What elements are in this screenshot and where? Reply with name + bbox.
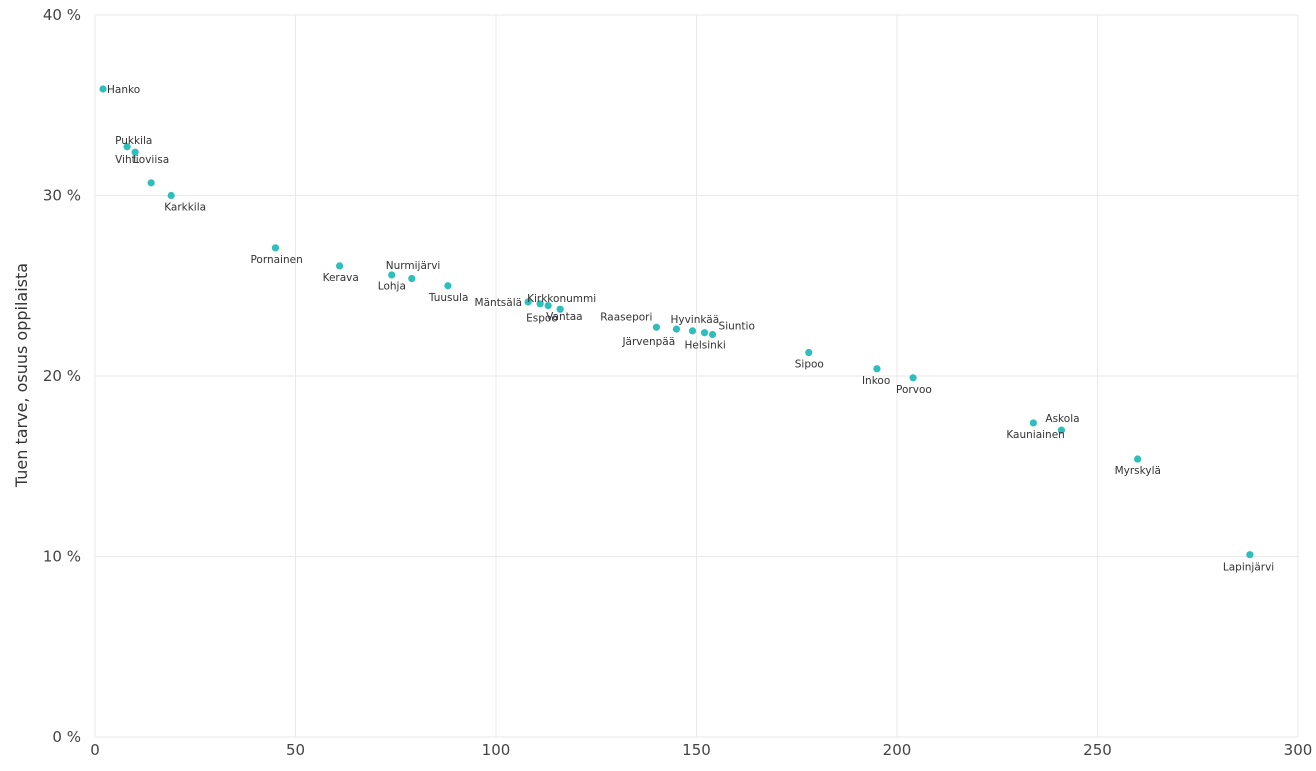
x-axis: 0 50 100 150 200 250 300 — [90, 741, 1312, 759]
data-point — [556, 305, 564, 313]
data-point — [271, 244, 280, 252]
data-label: Pukkila — [115, 135, 152, 147]
data-label: Kerava — [323, 272, 359, 284]
data-label: Lohja — [378, 281, 406, 293]
data-label: Hanko — [107, 84, 140, 96]
data-label: Kauniainen — [1006, 429, 1064, 441]
data-label: Tuusula — [428, 292, 469, 304]
data-point — [408, 274, 416, 283]
data-label: Hyvinkää — [670, 314, 719, 326]
data-point — [388, 271, 396, 279]
data-point — [672, 325, 681, 333]
data-point — [909, 374, 917, 382]
data-label: Siuntio — [719, 320, 755, 332]
data-label: Myrskylä — [1115, 465, 1161, 477]
data-label: Nurmijärvi — [386, 260, 441, 272]
data-label: Karkkila — [164, 202, 206, 214]
data-label: Askola — [1045, 413, 1079, 425]
data-point — [1134, 455, 1142, 463]
x-tick-label: 50 — [286, 741, 305, 759]
data-label: Järvenpää — [621, 336, 675, 348]
data-point — [688, 327, 697, 335]
data-point — [652, 323, 661, 331]
data-point — [147, 179, 155, 187]
data-point — [99, 85, 107, 93]
x-tick-label: 0 — [90, 741, 100, 759]
data-label: Pornainen — [250, 254, 302, 266]
data-point — [1029, 419, 1037, 427]
data-label: Helsinki — [685, 340, 726, 352]
y-tick-label: 30 % — [43, 187, 81, 205]
x-tick-label: 100 — [482, 741, 511, 759]
data-label: Raasepori — [600, 311, 652, 323]
y-axis-label: Tuen tarve, osuus oppilaista — [12, 263, 31, 488]
x-tick-label: 300 — [1284, 741, 1313, 759]
gridlines — [94, 14, 1299, 738]
y-tick-label: 0 % — [52, 728, 81, 746]
data-point — [536, 300, 544, 308]
data-point — [131, 148, 139, 156]
data-point — [123, 143, 131, 151]
y-axis: 0 % 10 % 20 % 30 % 40 % — [43, 6, 81, 746]
data-point — [708, 330, 717, 339]
data-label: Vantaa — [546, 311, 582, 323]
data-point — [336, 262, 344, 270]
data-point — [1246, 551, 1254, 559]
x-tick-label: 200 — [883, 741, 912, 759]
data-label: Sipoo — [795, 359, 824, 371]
data-point — [1057, 426, 1066, 434]
data-label: Vihti — [115, 154, 139, 166]
y-tick-label: 10 % — [43, 548, 81, 566]
data-label: Inkoo — [862, 375, 890, 387]
data-label: Espoo — [526, 313, 558, 325]
data-point — [444, 282, 452, 290]
data-label: Porvoo — [896, 384, 932, 396]
data-point — [524, 298, 532, 306]
data-label: Lapinjärvi — [1223, 562, 1274, 574]
data-point — [873, 365, 881, 373]
x-tick-label: 250 — [1083, 741, 1112, 759]
x-tick-label: 150 — [682, 741, 711, 759]
data-point — [544, 302, 552, 310]
y-tick-label: 40 % — [43, 6, 81, 24]
data-points — [99, 85, 1254, 559]
data-label: Kirkkonummi — [527, 293, 596, 305]
data-point — [700, 329, 709, 337]
data-point — [167, 191, 175, 200]
y-tick-label: 20 % — [43, 367, 81, 385]
data-point — [805, 348, 813, 357]
data-label: Loviisa — [133, 154, 169, 166]
data-label: Mäntsälä — [475, 297, 523, 309]
